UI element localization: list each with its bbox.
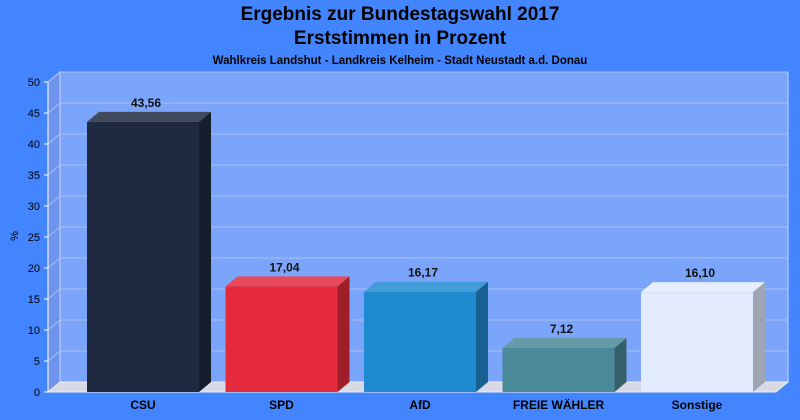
- bar-front: [641, 292, 753, 392]
- chart-title-line2: Erststimmen in Prozent: [293, 28, 507, 49]
- x-tick-label: Sonstige: [672, 398, 723, 412]
- y-tick-label: 35: [28, 170, 40, 182]
- grid-line: [47, 319, 788, 331]
- y-tick-label: 45: [28, 108, 40, 120]
- grid-line: [47, 288, 788, 300]
- bar-top: [641, 282, 765, 293]
- y-tick-label: 5: [34, 356, 40, 368]
- bar-top: [225, 276, 350, 287]
- bar-front: [225, 286, 338, 392]
- x-tick-label: FREIE WÄHLER: [513, 397, 605, 412]
- bar-afd: [364, 281, 488, 392]
- bar-side: [337, 276, 350, 392]
- y-tick-label: 40: [28, 139, 40, 151]
- bar-front: [502, 347, 615, 392]
- y-tick-label: 25: [28, 232, 40, 244]
- data-label: 7,12: [550, 322, 574, 336]
- bar-top: [364, 281, 488, 292]
- data-label: 43,56: [131, 96, 161, 110]
- bar-freie-wähler: [502, 337, 627, 392]
- grid-line: [47, 102, 788, 114]
- x-tick-label: AfD: [409, 398, 431, 412]
- y-tick-label: 0: [34, 387, 40, 399]
- bar-side: [753, 282, 765, 392]
- data-label: 16,17: [408, 266, 438, 280]
- grid-line: [47, 133, 788, 145]
- y-tick-label: 15: [28, 294, 40, 306]
- grid-line: [47, 226, 788, 238]
- x-tick-label: SPD: [269, 398, 294, 412]
- grid-line: [47, 71, 788, 83]
- bar-side: [614, 337, 627, 392]
- bar-csu: [87, 111, 211, 392]
- bar-sonstige: [641, 282, 765, 392]
- y-tick-label: 50: [28, 77, 40, 89]
- data-label: 16,10: [685, 266, 715, 280]
- x-tick-label: CSU: [130, 398, 155, 412]
- bar-top: [87, 111, 211, 122]
- data-label: 17,04: [269, 260, 299, 274]
- y-tick-label: 10: [28, 325, 40, 337]
- bar-side: [199, 111, 211, 392]
- chart-subtitle: Wahlkreis Landshut - Landkreis Kelheim -…: [212, 55, 588, 67]
- y-axis-label: %: [9, 231, 21, 241]
- grid-line: [47, 195, 788, 207]
- bar-top: [502, 337, 627, 348]
- grid-line: [47, 164, 788, 176]
- grid-line: [47, 257, 788, 269]
- chart-title: Ergebnis zur Bundestagswahl 2017: [240, 4, 560, 25]
- y-tick-label: 30: [28, 201, 40, 213]
- y-tick-label: 20: [28, 263, 40, 275]
- bar-front: [87, 121, 199, 392]
- bar-front: [364, 291, 476, 392]
- bar-side: [476, 281, 488, 392]
- bar-spd: [225, 276, 350, 392]
